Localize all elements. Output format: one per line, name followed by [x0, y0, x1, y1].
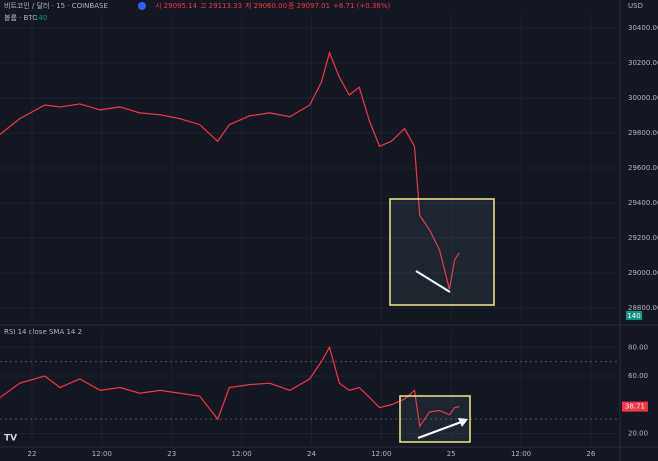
y-tick-label: 29400.00	[628, 199, 658, 207]
rsi-title: RSI 14 close SMA 14 2	[4, 328, 82, 336]
highlight-box	[389, 198, 495, 306]
ohlc-close: 종 29097.01	[288, 2, 330, 10]
status-dot	[138, 2, 146, 10]
y-tick-label: 30200.00	[628, 59, 658, 67]
x-tick-label: 12:00	[92, 450, 112, 458]
trend-arrow	[417, 420, 465, 439]
x-tick-label: 23	[167, 450, 176, 458]
trend-line	[415, 270, 451, 293]
volume-label: 볼륨 · BTC	[4, 13, 37, 22]
y-tick-label: 28800.00	[628, 304, 658, 312]
highlight-box	[399, 395, 471, 443]
y-tick-label: 29200.00	[628, 234, 658, 242]
x-tick-label: 12:00	[371, 450, 391, 458]
x-tick-label: 24	[307, 450, 316, 458]
price-line	[0, 50, 460, 290]
x-tick-label: 12:00	[511, 450, 531, 458]
y-tick-label: 20.00	[628, 430, 648, 438]
y-tick-label: 29600.00	[628, 164, 658, 172]
last-value-label: 38.71	[625, 403, 645, 411]
y-tick-label: 60.00	[628, 372, 648, 380]
volume-badge-text: 140	[627, 312, 640, 320]
x-tick-label: 12:00	[232, 450, 252, 458]
x-tick-label: 22	[28, 450, 37, 458]
y-tick-label: 29000.00	[628, 269, 658, 277]
logo: TV	[4, 434, 17, 444]
volume-value: 140	[34, 14, 47, 22]
y-tick-label: 29800.00	[628, 129, 658, 137]
price-line	[0, 345, 460, 428]
y-tick-label: 80.00	[628, 343, 648, 351]
ohlc-high: 고 29113.33	[200, 2, 242, 10]
last-value-badge	[622, 401, 648, 412]
arrow-head	[458, 418, 468, 427]
y-tick-label: 30000.00	[628, 94, 658, 102]
x-tick-label: 25	[447, 450, 456, 458]
symbol-title: 비트코인 / 달러 · 15 · COINBASE	[4, 1, 108, 10]
volume-badge	[626, 311, 642, 320]
ohlc-change: +6.71 (+0.36%)	[333, 2, 391, 10]
x-tick-label: 26	[586, 450, 595, 458]
ohlc-low: 저 29060.00	[245, 1, 287, 10]
currency[interactable]: USD	[628, 2, 643, 10]
ohlc-open: 시 29095.14	[155, 2, 198, 10]
y-tick-label: 30400.00	[628, 24, 658, 32]
